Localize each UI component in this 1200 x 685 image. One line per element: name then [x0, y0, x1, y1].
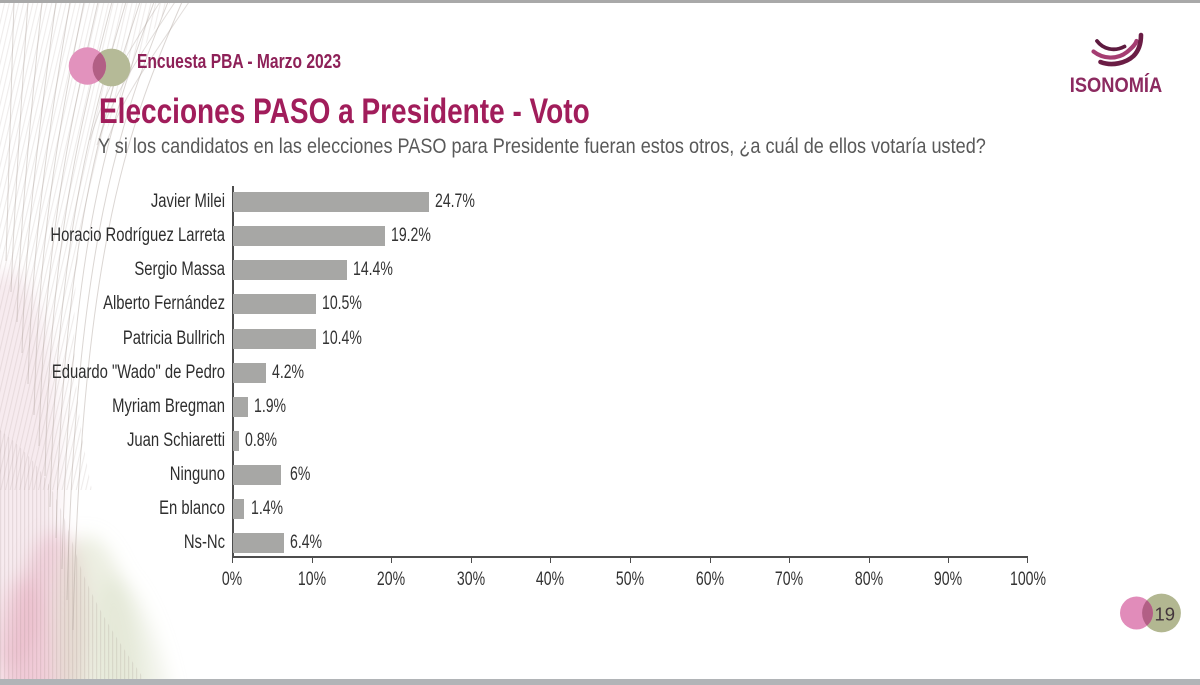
- svg-text:19: 19: [1155, 604, 1176, 625]
